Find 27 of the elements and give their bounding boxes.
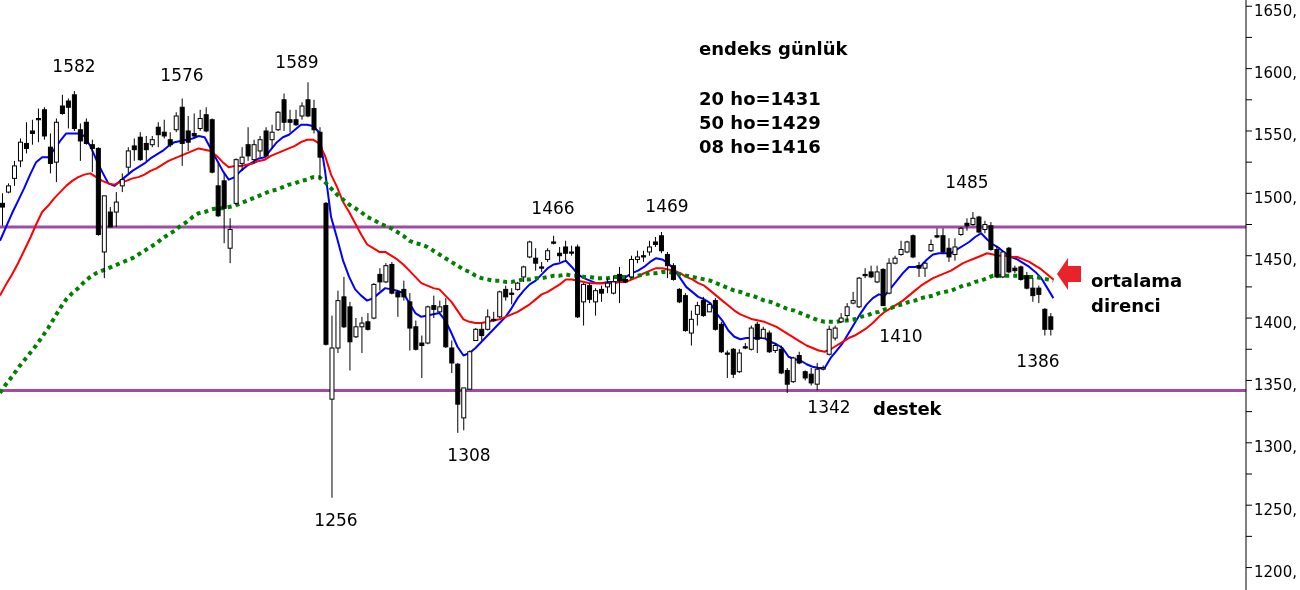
annotation: 1469 — [645, 196, 689, 216]
y-tick-label: 1400, — [1254, 313, 1297, 332]
y-tick-label: 1550, — [1254, 126, 1297, 145]
annotation: endeks günlük — [699, 37, 848, 61]
y-tick-label: 1350, — [1254, 375, 1297, 394]
annotation: destek — [873, 397, 942, 421]
y-tick-label: 1200, — [1254, 563, 1297, 582]
annotation: 1410 — [879, 326, 923, 346]
annotation: 1485 — [945, 172, 989, 192]
annotation: 20 ho=1431 — [699, 87, 821, 111]
annotation: 1589 — [275, 52, 319, 72]
annotation: 1576 — [160, 65, 204, 85]
annotation: 1386 — [1016, 351, 1060, 371]
y-tick-label: 1250, — [1254, 500, 1297, 519]
annotation: 1582 — [52, 56, 96, 76]
annotation: 50 ho=1429 — [699, 111, 821, 135]
annotation: 08 ho=1416 — [699, 135, 821, 159]
annotation: 1342 — [807, 397, 851, 417]
y-tick-label: 1650, — [1254, 1, 1297, 20]
annotation: 1308 — [447, 445, 491, 465]
y-tick-label: 1450, — [1254, 251, 1297, 270]
y-tick-label: 1600, — [1254, 64, 1297, 83]
annotation: ortalama direnci — [1091, 269, 1184, 318]
annotation: 1256 — [314, 510, 358, 530]
y-tick-label: 1500, — [1254, 188, 1297, 207]
annotation: 1466 — [531, 198, 575, 218]
y-tick-label: 1300, — [1254, 438, 1297, 457]
